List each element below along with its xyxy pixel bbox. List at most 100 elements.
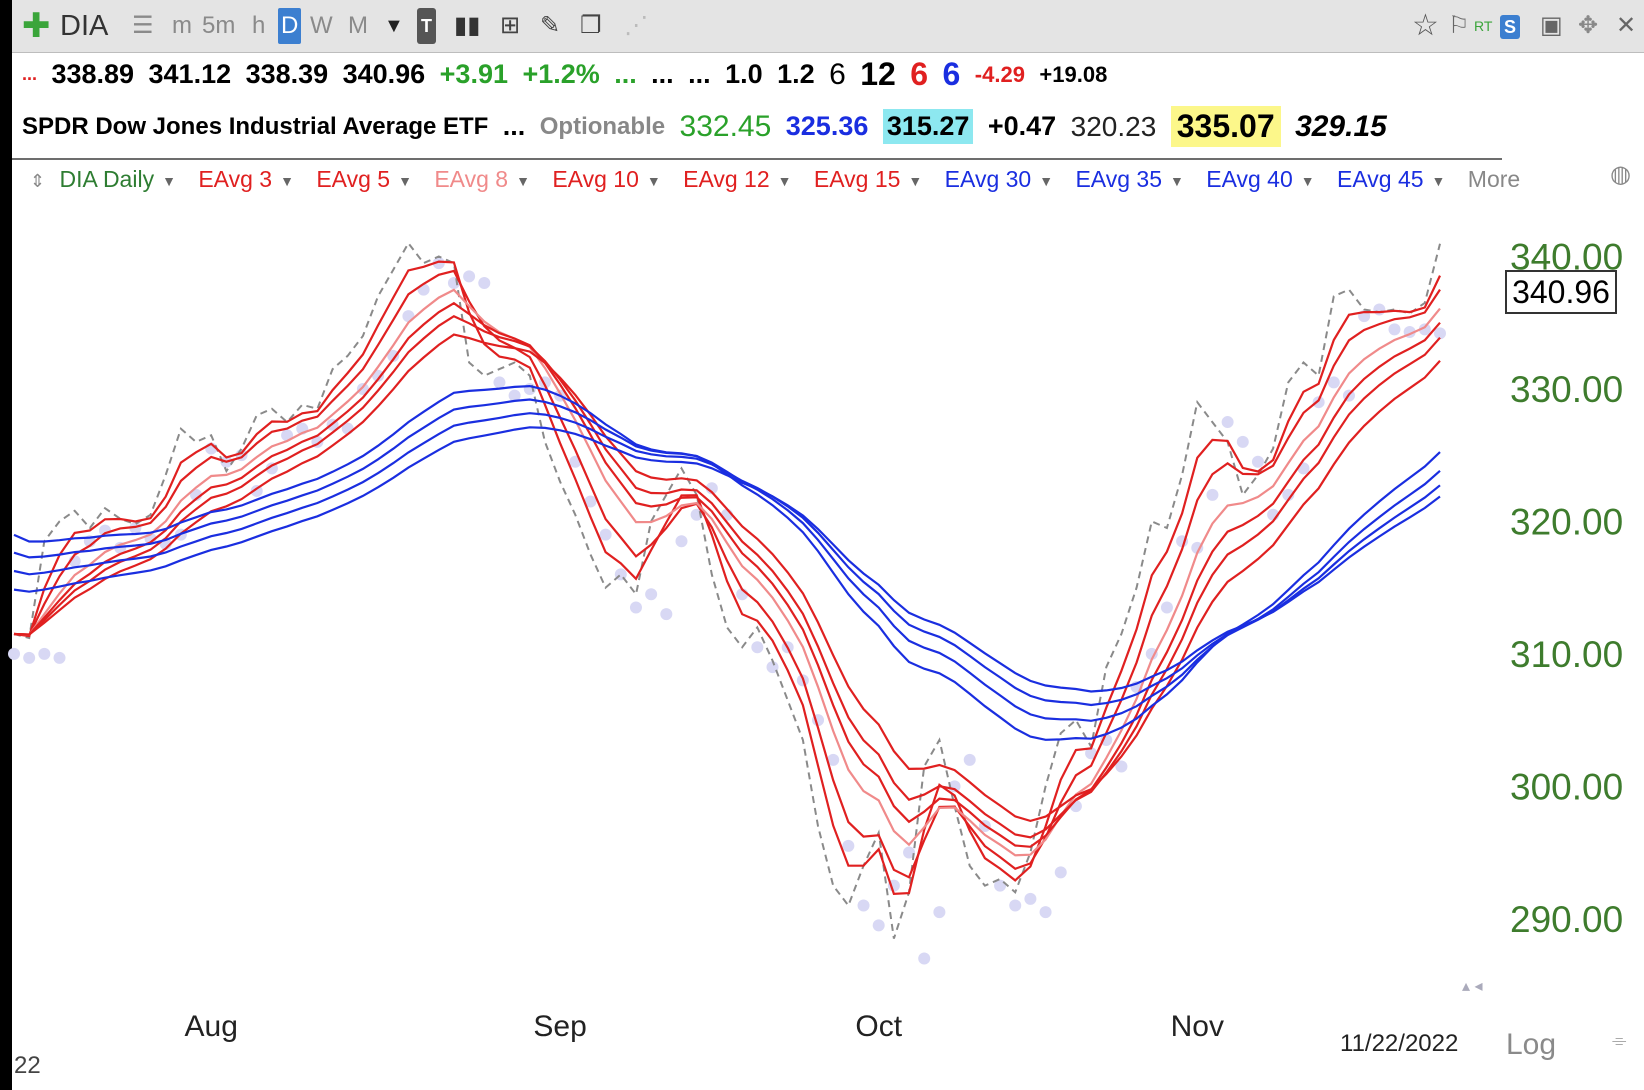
legend-item-eavg8[interactable]: EAvg 8 ▼	[434, 166, 530, 193]
x-tick-label: Sep	[533, 1010, 586, 1043]
dots-green: ...	[614, 59, 637, 89]
price-dot	[417, 283, 430, 296]
ellipsis: ...	[502, 111, 526, 141]
save-icon[interactable]: ▣	[1540, 12, 1563, 39]
legend: ⇕ DIA Daily ▼ EAvg 3 ▼ EAvg 5 ▼ EAvg 8 ▼ EAv…	[30, 166, 1536, 200]
add-icon[interactable]: ✚	[22, 7, 51, 45]
palette-icon[interactable]: ◍	[1610, 161, 1631, 188]
ratio-1: 1.0	[725, 59, 763, 89]
price-dot	[508, 389, 521, 402]
chevron-down-icon: ▼	[516, 172, 530, 189]
price-dot	[842, 839, 855, 852]
count-2: 12	[860, 56, 896, 92]
price-dot	[1039, 906, 1052, 919]
legend-item-eavg45[interactable]: EAvg 45 ▼	[1337, 166, 1445, 193]
count-1: 6	[829, 57, 846, 91]
value-italic: 329.15	[1295, 109, 1387, 143]
legend-label: DIA Daily	[59, 166, 155, 192]
rt-label[interactable]: RT	[1474, 18, 1493, 34]
legend-label: EAvg 30	[944, 166, 1032, 192]
legend-item-dia[interactable]: DIA Daily ▼	[59, 166, 175, 193]
price-dot	[1054, 866, 1067, 879]
text-toggle-icon[interactable]: T	[417, 8, 436, 44]
s-button[interactable]: S	[1500, 15, 1521, 39]
price-dot	[372, 369, 385, 382]
chevron-down-icon: ▼	[280, 172, 294, 189]
dots-b: ...	[688, 59, 711, 89]
log-button[interactable]: Log	[1506, 1028, 1557, 1061]
price-dot	[1145, 647, 1158, 660]
close-value: 340.96	[342, 59, 426, 89]
optionable-label: Optionable	[539, 112, 666, 140]
legend-item-eavg15[interactable]: EAvg 15 ▼	[814, 166, 922, 193]
price-dot	[1236, 435, 1249, 448]
legend-label: EAvg 8	[434, 166, 509, 192]
move-icon[interactable]: ✥	[1578, 12, 1599, 39]
dots-a: ...	[651, 59, 674, 89]
list-icon[interactable]: ☰	[132, 12, 154, 39]
dots-red: ...	[22, 64, 38, 84]
ema-line-5	[13, 269, 1441, 879]
price-dot	[99, 524, 112, 537]
legend-item-eavg40[interactable]: EAvg 40 ▼	[1206, 166, 1314, 193]
interval-m-month[interactable]: M	[348, 12, 368, 39]
legend-label: EAvg 15	[813, 166, 901, 192]
chevron-down-icon: ▼	[1169, 172, 1184, 189]
price-dot	[1312, 396, 1325, 409]
collapse-icon[interactable]: ⌯	[1612, 1030, 1627, 1050]
share-icon[interactable]: ⋰	[624, 12, 648, 39]
interval-h[interactable]: h	[252, 12, 266, 39]
price-dot	[645, 588, 658, 601]
interval-d[interactable]: D	[278, 8, 302, 44]
price-dot	[8, 647, 20, 660]
legend-item-eavg10[interactable]: EAvg 10 ▼	[552, 166, 660, 193]
price-dot	[1221, 416, 1234, 429]
quote-row-1: ... 338.89 341.12 338.39 340.96 +3.91 +1…	[22, 56, 1117, 100]
price-dot	[584, 495, 597, 508]
chevron-down-icon: ▼	[646, 172, 661, 189]
pencil-icon[interactable]: ✎	[540, 12, 561, 39]
legend-item-eavg3[interactable]: EAvg 3 ▼	[198, 166, 294, 193]
price-dot	[1115, 760, 1128, 773]
price-dot	[23, 651, 36, 664]
star-icon[interactable]: ☆	[1412, 9, 1439, 42]
more-button[interactable]: More	[1467, 166, 1521, 192]
bar-chart-icon[interactable]: ▮▮	[454, 12, 481, 39]
legend-item-eavg30[interactable]: EAvg 30 ▼	[945, 166, 1053, 193]
grid-add-icon[interactable]: ⊞	[500, 12, 521, 39]
price-dot	[1388, 323, 1401, 336]
updown-icon[interactable]: ⇕	[30, 171, 46, 191]
legend-item-eavg12[interactable]: EAvg 12 ▼	[683, 166, 791, 193]
open-value: 338.89	[51, 59, 135, 89]
price-dots	[8, 257, 1446, 965]
price-dot	[1206, 488, 1219, 501]
price-dot	[933, 906, 946, 919]
high-value: 341.12	[148, 59, 232, 89]
legend-item-eavg35[interactable]: EAvg 35 ▼	[1075, 166, 1183, 193]
quote-row-2: SPDR Dow Jones Industrial Average ETF ..…	[22, 106, 1397, 150]
interval-5m[interactable]: 5m	[202, 12, 236, 39]
legend-label: EAvg 3	[198, 166, 273, 192]
legend-item-eavg5[interactable]: EAvg 5 ▼	[316, 166, 412, 193]
interval-w[interactable]: W	[310, 12, 333, 39]
price-dot	[857, 899, 870, 912]
ema-line-45	[13, 426, 1441, 693]
value-blue: 325.36	[785, 111, 869, 141]
chevron-down-icon: ▼	[398, 172, 412, 189]
interval-m[interactable]: m	[172, 12, 192, 39]
ratio-2: 1.2	[777, 59, 815, 89]
chevron-down-icon[interactable]: ▼	[384, 15, 404, 37]
flag-icon[interactable]: ⚐	[1448, 12, 1470, 39]
price-dot	[1373, 303, 1386, 316]
legend-label: EAvg 12	[683, 166, 770, 192]
change-value: +3.91	[439, 59, 508, 89]
scroll-arrows-icon[interactable]: ▴ ◂	[1462, 978, 1483, 995]
price-dot	[751, 641, 764, 654]
symbol-field[interactable]: DIA	[60, 10, 109, 42]
price-dot	[918, 952, 931, 965]
price-dot	[1085, 747, 1098, 760]
close-icon[interactable]: ✕	[1616, 12, 1637, 39]
copy-icon[interactable]: ❐	[580, 12, 602, 39]
price-dot	[463, 270, 476, 283]
